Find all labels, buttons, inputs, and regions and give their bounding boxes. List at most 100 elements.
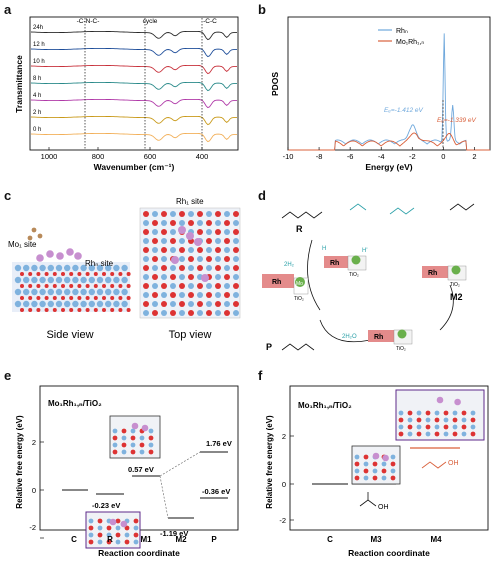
- ti-atom: [80, 276, 87, 284]
- o-atom: [93, 272, 98, 276]
- ti-atom: [23, 288, 30, 296]
- inset-atom: [121, 449, 127, 455]
- panel-a-xtick: 1000: [41, 152, 58, 161]
- ti-atom: [105, 276, 112, 284]
- lattice-atom: [224, 229, 230, 235]
- inset-atom: [112, 449, 118, 455]
- lattice-atom: [188, 211, 194, 217]
- top-view-caption: Top view: [169, 329, 212, 341]
- lattice-atom: [143, 220, 149, 226]
- panel-b-xtick: -6: [347, 152, 354, 161]
- ti-atom: [63, 264, 71, 272]
- o-atom: [36, 284, 41, 288]
- svg-text:H': H': [362, 248, 367, 254]
- inset-atom: [416, 431, 422, 437]
- inset-atom: [106, 525, 112, 531]
- o-atom: [126, 272, 131, 276]
- lattice-atom: [161, 229, 167, 235]
- inset-atom: [121, 428, 127, 434]
- inset-atom: [354, 461, 360, 467]
- lattice-atom: [152, 310, 158, 316]
- inset-atom: [88, 518, 94, 524]
- inset-atom: [407, 431, 413, 437]
- lattice-atom: [206, 247, 212, 253]
- o-atom: [28, 272, 33, 276]
- inset-atom: [130, 449, 136, 455]
- inset-atom: [443, 410, 449, 416]
- panel-f-ylabel: Relative free energy (eV): [265, 415, 274, 509]
- o-atom: [52, 308, 57, 312]
- svg-text:P: P: [211, 535, 217, 544]
- lattice-atom: [206, 265, 212, 271]
- inset-atom: [148, 442, 154, 448]
- o-atom: [69, 296, 74, 300]
- panel-b-xlabel: Energy (eV): [365, 162, 412, 172]
- svg-text:-2: -2: [29, 523, 36, 532]
- ti-atom: [72, 276, 79, 284]
- lattice-atom: [179, 211, 185, 217]
- lattice-atom: [143, 292, 149, 298]
- lattice-atom: [224, 310, 230, 316]
- product-label: P: [266, 342, 272, 352]
- lattice-atom: [206, 256, 212, 262]
- svg-text:TiO₂: TiO₂: [450, 282, 460, 288]
- lattice-atom: [206, 301, 212, 307]
- inset-atom: [452, 417, 458, 423]
- lattice-atom: [152, 256, 158, 262]
- inset-atom: [390, 468, 396, 474]
- ftir-series-line: [30, 30, 237, 41]
- ti-atom: [96, 264, 104, 272]
- lattice-atom: [215, 256, 221, 262]
- svg-text:-2: -2: [279, 516, 286, 525]
- o-atom: [44, 272, 49, 276]
- ti-atom: [105, 288, 112, 296]
- lattice-atom: [170, 211, 176, 217]
- lattice-atom: [179, 292, 185, 298]
- ti-atom: [31, 288, 38, 296]
- lattice-atom: [197, 211, 203, 217]
- inset-atom: [124, 525, 130, 531]
- annotation-cycle: cycle: [143, 18, 158, 25]
- ethanol-skeleton: [421, 461, 447, 469]
- o-atom: [61, 296, 65, 300]
- inset-atom: [470, 431, 476, 437]
- lattice-atom: [233, 265, 239, 271]
- inset-atom: [461, 431, 467, 437]
- ti-atom: [23, 264, 30, 272]
- inset-atom: [470, 424, 476, 430]
- rh-atom: [109, 518, 117, 526]
- ti-atom: [113, 300, 120, 308]
- panel-d-letter: d: [258, 188, 266, 203]
- ti-atom: [63, 276, 71, 284]
- svg-text:C: C: [71, 535, 77, 544]
- ftir-series-line: [30, 47, 237, 58]
- inset-atom: [470, 410, 476, 416]
- panel-f-letter: f: [258, 368, 263, 383]
- ftir-series-label: 24h: [33, 25, 43, 31]
- lattice-atom: [143, 256, 149, 262]
- lattice-atom: [224, 265, 230, 271]
- panel-b-xtick: 0: [441, 152, 445, 161]
- lattice-atom: [170, 274, 176, 280]
- acetic-acid-skeleton: [359, 499, 377, 507]
- svg-text:TiO₂: TiO₂: [396, 346, 406, 352]
- inset-atom: [443, 417, 449, 423]
- ti-atom: [31, 300, 38, 308]
- rh-atom: [171, 256, 179, 264]
- o-atom: [69, 284, 74, 288]
- panel-a-ftir-chart: 1000 800 600 400 Wavenumber (cm⁻¹) Trans…: [14, 16, 239, 172]
- o-atom: [110, 296, 115, 300]
- o-atom: [126, 296, 131, 300]
- inset-atom: [390, 475, 396, 481]
- lattice-atom: [206, 292, 212, 298]
- o-atom: [118, 308, 123, 312]
- svg-text:Rh: Rh: [374, 334, 383, 341]
- svg-text:0: 0: [282, 480, 286, 489]
- lattice-atom: [179, 265, 185, 271]
- side-view-caption: Side view: [46, 329, 93, 341]
- energy-r: -0.23 eV: [92, 501, 120, 510]
- lattice-atom: [197, 220, 203, 226]
- inset-atom: [470, 417, 476, 423]
- inset-atom: [434, 417, 440, 423]
- svg-text:Rh: Rh: [272, 279, 281, 286]
